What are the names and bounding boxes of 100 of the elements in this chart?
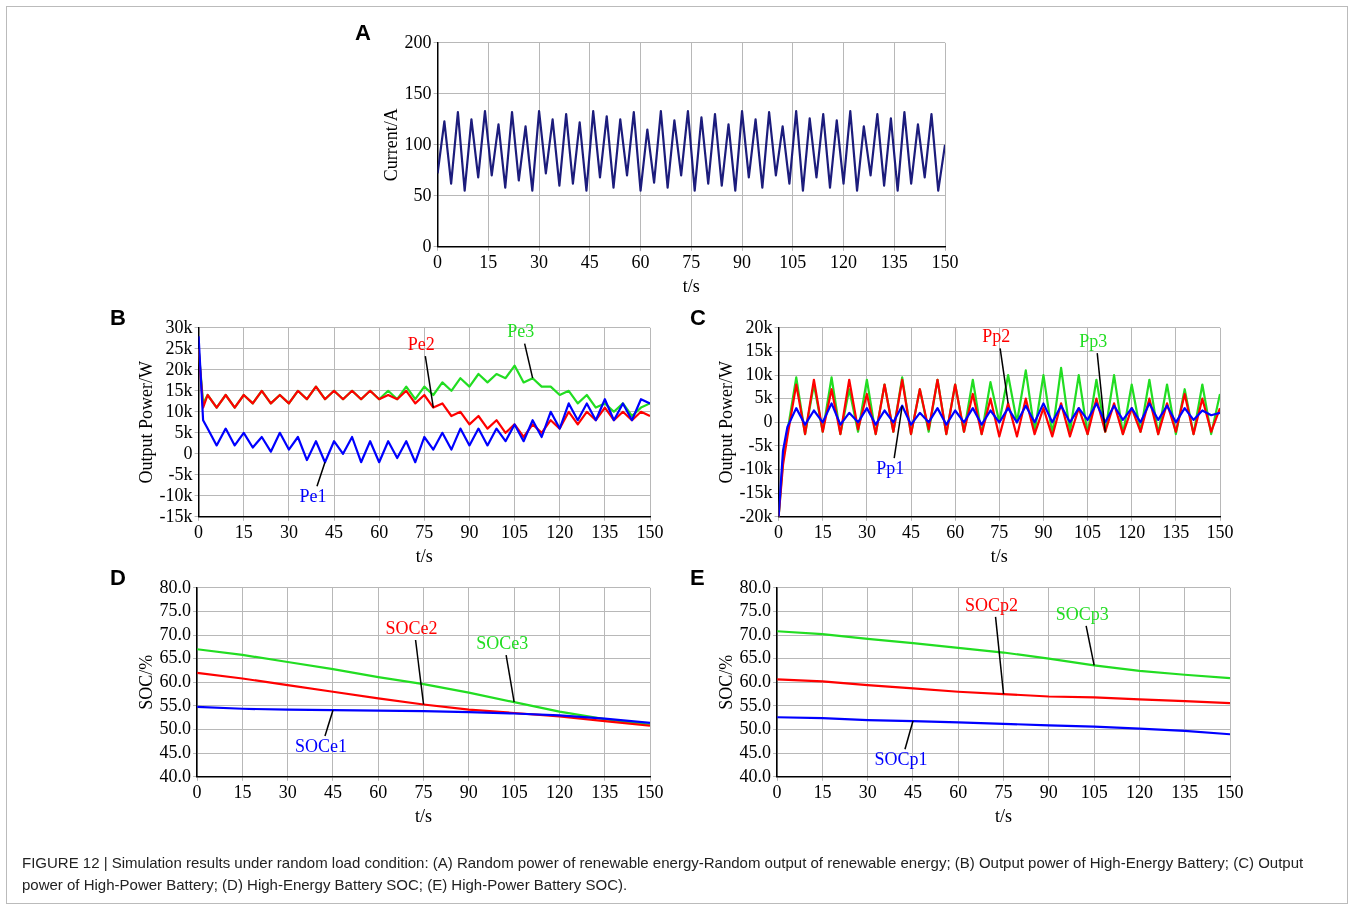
y-tick-label: 15k xyxy=(165,379,193,400)
x-axis-title: t/s xyxy=(995,805,1013,826)
y-tick-label: 0 xyxy=(183,442,193,463)
y-tick-label: -15k xyxy=(739,481,773,502)
x-tick-label: 60 xyxy=(370,522,389,543)
y-axis-title: SOC/% xyxy=(135,654,156,710)
x-tick-label: 150 xyxy=(1216,782,1244,803)
y-tick-label: 80.0 xyxy=(159,576,192,597)
x-tick-label: 135 xyxy=(1162,522,1190,543)
x-tick-label: 45 xyxy=(903,782,922,803)
text: SOCe3 xyxy=(476,632,529,653)
y-tick-label: 5k xyxy=(754,387,773,408)
y-tick-label: 10k xyxy=(165,400,193,421)
x-tick-label: 15 xyxy=(813,782,832,803)
chart-title: C xyxy=(690,305,706,331)
x-tick-label: 135 xyxy=(591,522,619,543)
y-tick-label: 20k xyxy=(165,358,193,379)
y-tick-label: 30k xyxy=(165,316,193,337)
y-tick-label: 60.0 xyxy=(739,671,772,692)
text: SOCe2 xyxy=(385,617,438,638)
x-tick-label: 75 xyxy=(990,522,1009,543)
x-tick-label: 45 xyxy=(323,782,342,803)
y-tick-label: -15k xyxy=(159,505,193,526)
x-tick-label: 60 xyxy=(949,782,968,803)
y-tick-label: -5k xyxy=(748,434,773,455)
y-tick-label: 75.0 xyxy=(739,600,772,621)
chart-title: A xyxy=(355,20,371,46)
x-tick-label: 120 xyxy=(545,782,573,803)
x-tick-label: 15 xyxy=(479,252,498,273)
x-tick-label: 75 xyxy=(682,252,701,273)
y-tick-label: -10k xyxy=(159,484,193,505)
y-tick-label: 15k xyxy=(745,340,773,361)
y-tick-label: 80.0 xyxy=(739,576,772,597)
text: Pe2 xyxy=(407,333,435,354)
y-axis-title: Current/A xyxy=(380,108,401,182)
series-label: SOCp1 xyxy=(874,749,928,770)
x-tick-label: 45 xyxy=(325,522,344,543)
x-tick-label: 120 xyxy=(1118,522,1146,543)
x-tick-label: 30 xyxy=(858,782,877,803)
x-tick-label: 135 xyxy=(591,782,619,803)
x-tick-label: 150 xyxy=(636,782,664,803)
x-tick-label: 105 xyxy=(1074,522,1102,543)
y-tick-label: 5k xyxy=(174,421,193,442)
y-tick-label: 50.0 xyxy=(159,718,192,739)
x-tick-label: 15 xyxy=(234,522,253,543)
x-tick-label: 90 xyxy=(1034,522,1053,543)
x-tick-label: 60 xyxy=(946,522,965,543)
y-tick-label: 45.0 xyxy=(739,741,772,762)
x-tick-label: 120 xyxy=(546,522,574,543)
x-tick-label: 105 xyxy=(1080,782,1108,803)
series-label: SOCp3 xyxy=(1055,603,1109,624)
series-label: Pe1 xyxy=(299,485,327,506)
y-axis-title: Output Power/W xyxy=(715,361,736,484)
x-tick-label: 135 xyxy=(1171,782,1199,803)
y-tick-label: -10k xyxy=(739,458,773,479)
x-tick-label: 90 xyxy=(1039,782,1058,803)
caption: FIGURE 12 | Simulation results under random load condition: (A) Random power of renewable energy-Random output of renewable energy; (B) Output power of High-Energy Battery; (C) Output power of High-Power Battery; (D) High-Energy Battery SOC; (E) High-Power Battery SOC). xyxy=(22,853,1305,895)
text: Pp2 xyxy=(982,326,1011,347)
y-axis-title: Output Power/W xyxy=(135,361,156,484)
y-tick-label: 70.0 xyxy=(159,623,192,644)
series-label: Pp1 xyxy=(876,457,905,478)
x-tick-label: 75 xyxy=(414,782,433,803)
x-axis-title: t/s xyxy=(682,275,700,296)
x-tick-label: 120 xyxy=(1125,782,1153,803)
y-tick-label: 25k xyxy=(165,337,193,358)
y-axis-title: SOC/% xyxy=(715,654,736,710)
y-tick-label: 150 xyxy=(404,82,432,103)
series-label: SOCe1 xyxy=(294,735,347,756)
y-tick-label: 40.0 xyxy=(739,765,772,786)
y-tick-label: 75.0 xyxy=(159,600,192,621)
chart-title: D xyxy=(110,565,126,591)
series-label: Pp3 xyxy=(1079,330,1108,351)
y-tick-label: 0 xyxy=(422,235,432,256)
y-tick-label: 40.0 xyxy=(159,765,192,786)
x-tick-label: 30 xyxy=(279,522,298,543)
x-tick-label: 45 xyxy=(902,522,921,543)
x-tick-label: 60 xyxy=(369,782,388,803)
x-tick-label: 105 xyxy=(501,522,529,543)
x-axis-title: t/s xyxy=(415,805,433,826)
x-tick-label: 15 xyxy=(233,782,252,803)
chart-title: B xyxy=(110,305,126,331)
y-tick-label: 65.0 xyxy=(739,647,772,668)
x-axis-title: t/s xyxy=(415,545,433,566)
x-tick-label: 90 xyxy=(733,252,752,273)
y-tick-label: 60.0 xyxy=(159,671,192,692)
y-tick-label: 100 xyxy=(404,133,432,154)
y-tick-label: 65.0 xyxy=(159,647,192,668)
x-tick-label: 150 xyxy=(1206,522,1234,543)
y-tick-label: 55.0 xyxy=(739,694,772,715)
x-tick-label: 120 xyxy=(830,252,858,273)
y-tick-label: 45.0 xyxy=(159,741,192,762)
x-tick-label: 135 xyxy=(880,252,908,273)
x-tick-label: 15 xyxy=(813,522,832,543)
x-tick-label: 90 xyxy=(460,522,479,543)
y-tick-label: 70.0 xyxy=(739,623,772,644)
y-tick-label: 20k xyxy=(745,316,773,337)
x-tick-label: 105 xyxy=(779,252,807,273)
x-tick-label: 150 xyxy=(931,252,959,273)
y-tick-label: 0 xyxy=(763,411,773,432)
x-tick-label: 45 xyxy=(580,252,599,273)
